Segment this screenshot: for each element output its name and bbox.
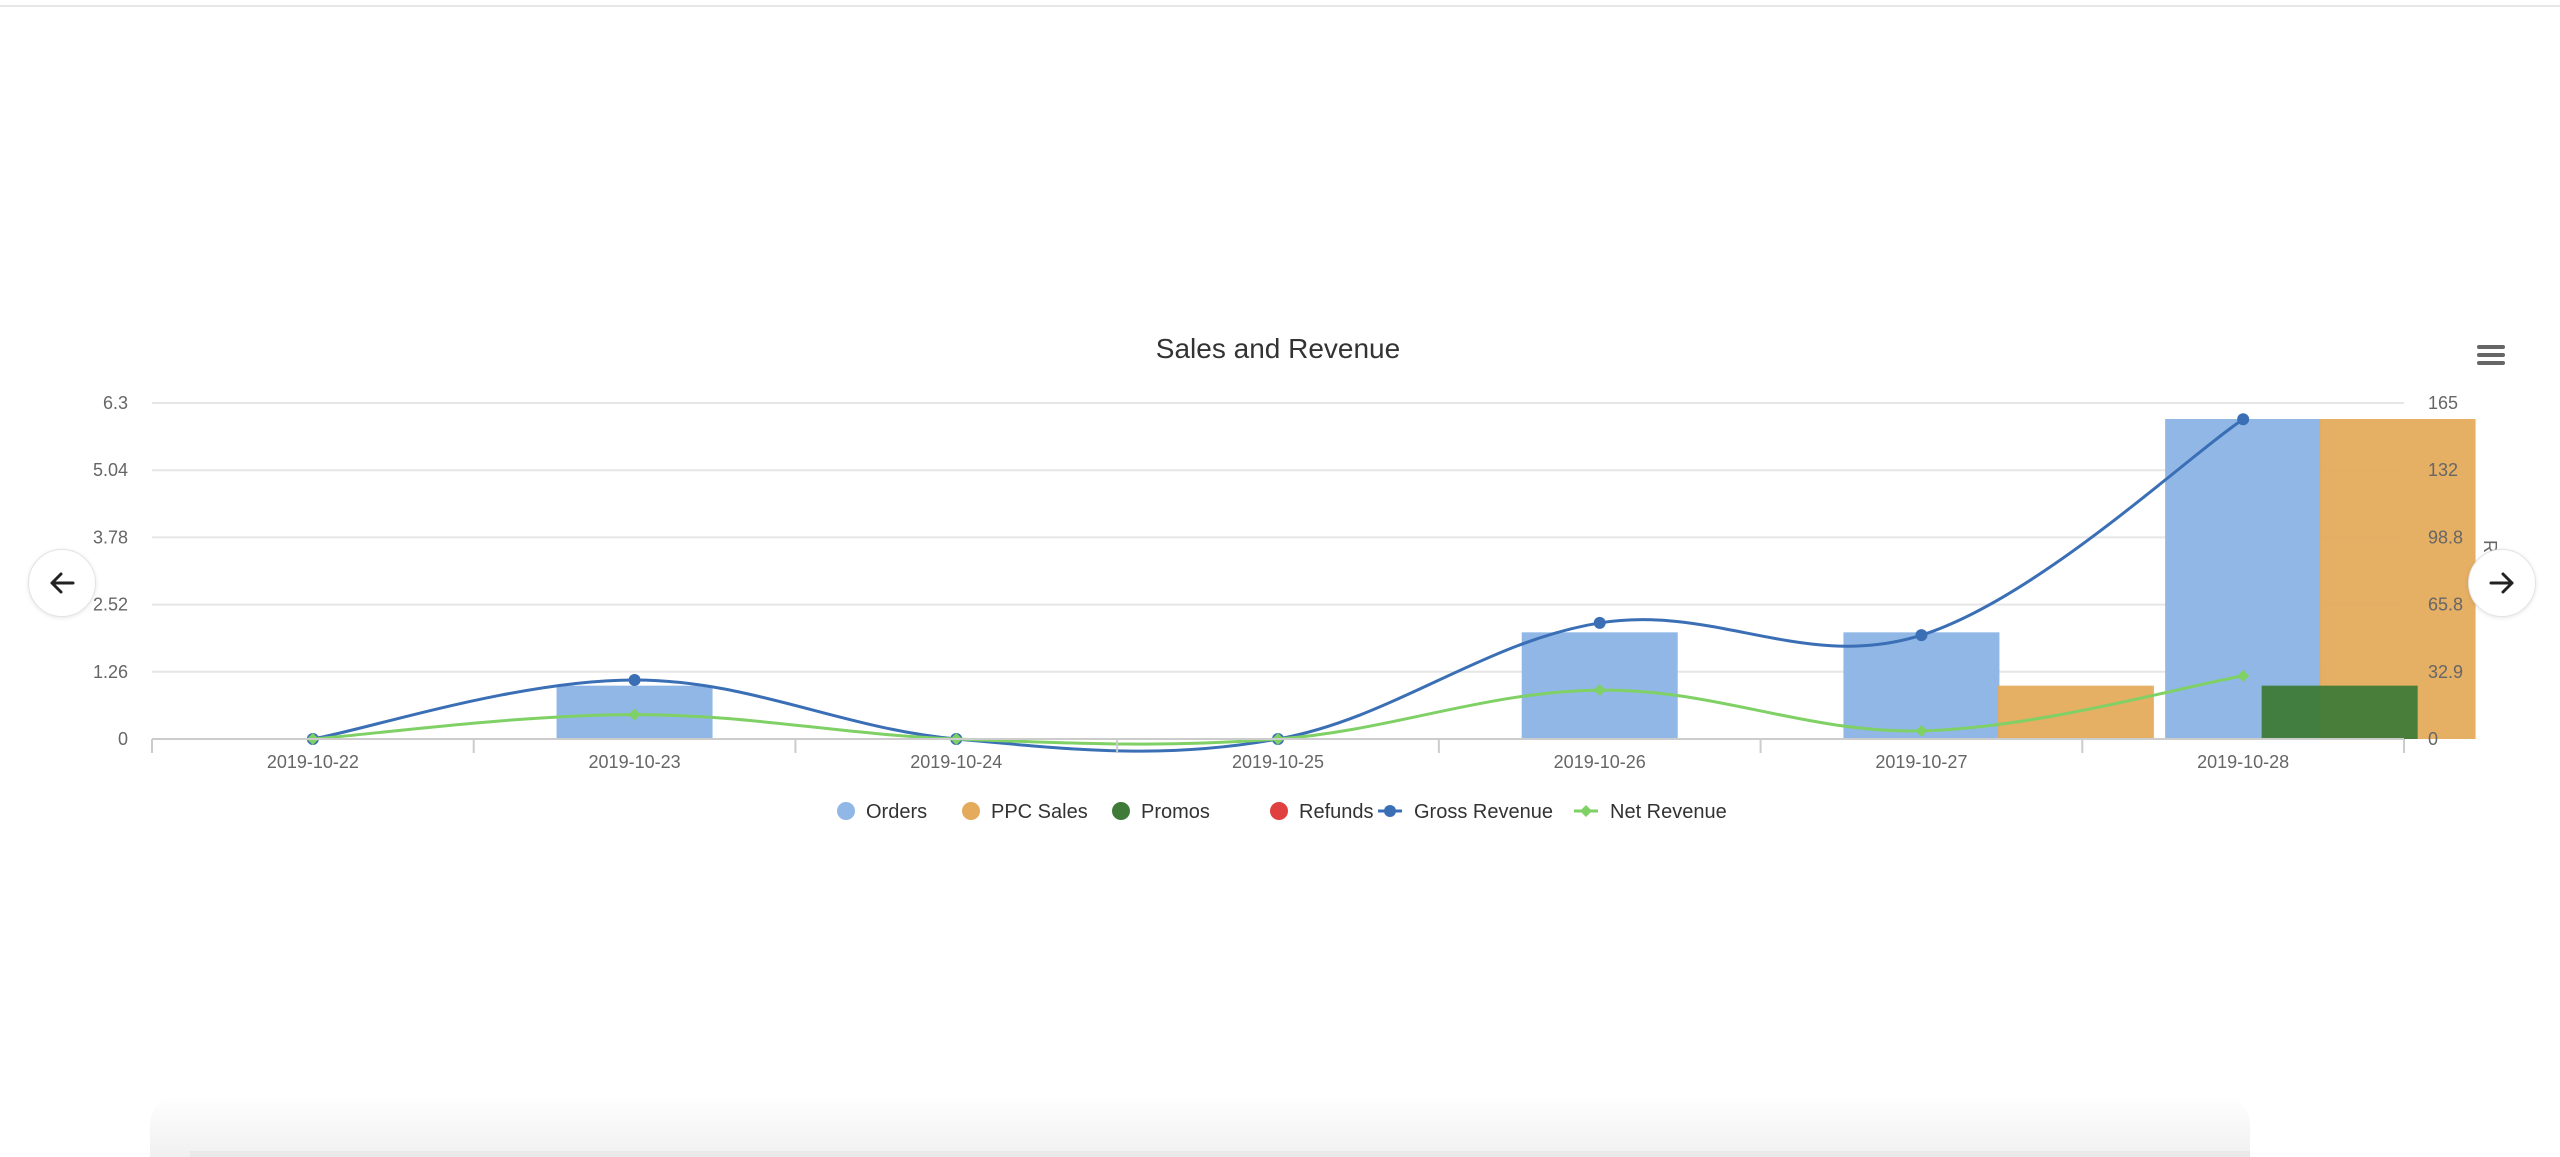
y-left-tick-label: 0 <box>118 729 128 749</box>
x-tick-label: 2019-10-25 <box>1232 752 1324 772</box>
x-tick-label: 2019-10-27 <box>1875 752 1967 772</box>
next-button[interactable] <box>2468 549 2536 617</box>
legend-symbol <box>962 802 980 820</box>
point-net-revenue[interactable] <box>2237 669 2250 682</box>
point-net-revenue[interactable] <box>628 708 641 721</box>
grid-lines <box>152 402 2404 673</box>
y-left-tick-label: 6.3 <box>103 393 128 413</box>
legend-label: Gross Revenue <box>1414 801 1553 823</box>
previous-button[interactable] <box>28 549 96 617</box>
legend-item-refunds[interactable]: Refunds <box>1270 801 1374 823</box>
y-left-tick-label: 3.78 <box>93 527 128 547</box>
bottom-panel-edge <box>190 1151 2250 1157</box>
legend: Orders PPC Sales Promos Refunds Gross Revenu… <box>837 801 1727 823</box>
legend-item-promos[interactable]: Promos <box>1112 801 1210 823</box>
y-right-tick-label: 65.8 <box>2428 595 2463 615</box>
legend-symbol <box>1384 805 1396 817</box>
y-right-tick-label: 32.9 <box>2428 662 2463 682</box>
legend-symbol <box>1580 805 1592 817</box>
arrow-left-icon <box>50 572 75 594</box>
axes: 01.262.523.785.046.3032.965.898.8132165R… <box>93 393 2500 772</box>
y-right-tick-label: 132 <box>2428 460 2458 480</box>
legend-item-ppc-sales[interactable]: PPC Sales <box>962 801 1088 823</box>
legend-item-orders[interactable]: Orders <box>837 801 927 823</box>
hamburger-menu-icon <box>2477 345 2505 365</box>
y-right-tick-label: 0 <box>2428 729 2438 749</box>
chart-menu-button[interactable] <box>2474 340 2510 372</box>
point-gross-revenue[interactable] <box>2237 413 2250 426</box>
arrow-right-icon <box>2489 572 2514 594</box>
x-tick-label: 2019-10-24 <box>910 752 1002 772</box>
legend-symbol <box>837 802 855 820</box>
chart-title: Sales and Revenue <box>1156 333 1400 364</box>
x-tick-label: 2019-10-23 <box>589 752 681 772</box>
point-gross-revenue[interactable] <box>1915 629 1928 642</box>
legend-label: Promos <box>1141 801 1210 823</box>
point-gross-revenue[interactable] <box>628 673 641 686</box>
point-gross-revenue[interactable] <box>1593 616 1606 629</box>
legend-label: Net Revenue <box>1610 801 1727 823</box>
legend-item-net-revenue[interactable]: Net Revenue <box>1574 801 1727 823</box>
point-net-revenue[interactable] <box>1915 724 1928 737</box>
legend-item-gross-revenue[interactable]: Gross Revenue <box>1378 801 1553 823</box>
x-tick-label: 2019-10-22 <box>267 752 359 772</box>
legend-label: PPC Sales <box>991 801 1088 823</box>
y-left-tick-label: 1.26 <box>93 662 128 682</box>
bar-series <box>556 419 2476 739</box>
legend-label: Refunds <box>1299 801 1374 823</box>
point-net-revenue[interactable] <box>1593 684 1606 697</box>
y-left-tick-label: 2.52 <box>93 595 128 615</box>
top-divider <box>0 5 2560 7</box>
bar-promos[interactable] <box>2261 685 2418 739</box>
x-tick-label: 2019-10-26 <box>1554 752 1646 772</box>
bottom-panel-shadow <box>150 1095 2250 1157</box>
x-tick-label: 2019-10-28 <box>2197 752 2289 772</box>
y-right-tick-label: 165 <box>2428 393 2458 413</box>
bar-orders[interactable] <box>1843 632 2000 739</box>
y-right-tick-label: 98.8 <box>2428 527 2463 547</box>
y-left-tick-label: 5.04 <box>93 460 128 480</box>
legend-label: Orders <box>866 801 927 823</box>
legend-symbol <box>1270 802 1288 820</box>
legend-symbol <box>1112 802 1130 820</box>
